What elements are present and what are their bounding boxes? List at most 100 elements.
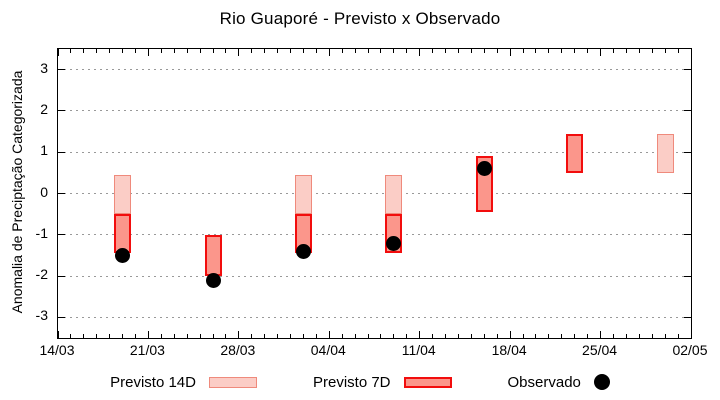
x-minor-tick <box>457 49 459 53</box>
x-minor-tick <box>664 334 666 338</box>
x-minor-tick <box>186 49 188 53</box>
x-minor-tick <box>302 49 304 53</box>
y-tick <box>684 193 691 194</box>
x-tick-label: 25/04 <box>582 342 618 358</box>
x-minor-tick <box>638 49 640 53</box>
x-minor-tick <box>341 49 343 53</box>
y-tick <box>684 151 691 153</box>
bar-previsto-14d <box>294 174 312 215</box>
legend-label: Observado <box>507 373 581 391</box>
x-tick-label: 14/03 <box>39 342 75 358</box>
x-minor-tick <box>122 334 124 338</box>
y-tick <box>684 234 691 236</box>
x-minor-tick <box>83 334 85 338</box>
x-minor-tick <box>277 49 279 53</box>
x-tick-label: 02/05 <box>672 342 708 358</box>
x-minor-tick <box>483 49 485 53</box>
x-minor-tick <box>277 334 279 338</box>
x-minor-tick <box>677 334 679 338</box>
x-major-tick <box>238 331 240 338</box>
x-minor-tick <box>341 334 343 338</box>
y-tick <box>58 151 65 153</box>
chart-title: Rio Guaporé - Previsto x Observado <box>219 9 501 28</box>
x-minor-tick <box>225 49 227 53</box>
x-major-tick <box>419 331 421 338</box>
observado-dot <box>115 247 131 263</box>
x-major-tick <box>328 331 330 338</box>
gridline <box>58 316 691 318</box>
x-minor-tick <box>393 49 395 53</box>
x-minor-tick <box>393 334 395 338</box>
x-tick-label: 28/03 <box>220 342 256 358</box>
x-minor-tick <box>135 49 136 53</box>
observado-dot <box>295 243 311 259</box>
x-minor-tick <box>173 49 175 53</box>
gridline <box>58 193 691 194</box>
x-minor-tick <box>548 334 550 338</box>
x-minor-tick <box>186 334 188 338</box>
x-minor-tick <box>457 334 459 338</box>
y-tick <box>684 316 691 318</box>
plot-area <box>57 48 692 339</box>
x-minor-tick <box>96 334 98 338</box>
observado-dot <box>205 272 221 288</box>
gridline <box>58 110 691 112</box>
x-minor-tick <box>470 334 472 338</box>
x-minor-tick <box>574 334 576 338</box>
gridline <box>58 234 691 236</box>
x-minor-tick <box>83 49 85 53</box>
x-minor-tick <box>302 334 304 338</box>
x-minor-tick <box>173 334 175 338</box>
y-tick <box>684 275 691 277</box>
x-minor-tick <box>135 334 136 338</box>
x-major-tick <box>57 49 59 56</box>
x-minor-tick <box>561 49 563 53</box>
y-tick-label: 0 <box>40 183 48 200</box>
gridline <box>58 151 691 153</box>
x-minor-tick <box>406 49 408 53</box>
y-tick <box>58 193 65 194</box>
x-tick-label: 21/03 <box>129 342 165 358</box>
x-major-tick <box>238 49 240 56</box>
x-major-tick <box>600 49 602 56</box>
x-minor-tick <box>625 49 627 53</box>
x-minor-tick <box>122 49 124 53</box>
x-minor-tick <box>225 334 227 338</box>
x-minor-tick <box>483 334 485 338</box>
x-major-tick <box>509 331 511 338</box>
bar-previsto-14d <box>114 174 132 215</box>
x-minor-tick <box>677 49 679 53</box>
x-minor-tick <box>574 49 576 53</box>
gridline <box>58 69 691 71</box>
x-minor-tick <box>651 49 653 53</box>
x-minor-tick <box>587 334 589 338</box>
legend-previsto-7d-swatch <box>403 376 452 388</box>
legend-label: Previsto 14D <box>110 373 196 391</box>
x-minor-tick <box>251 49 253 53</box>
y-tick <box>58 234 65 236</box>
bar-previsto-14d <box>656 133 674 173</box>
x-minor-tick <box>264 49 266 53</box>
x-minor-tick <box>70 49 72 53</box>
x-minor-tick <box>380 49 382 53</box>
x-minor-tick <box>354 334 356 338</box>
legend-item-previsto-7d: Previsto 7D <box>313 374 452 391</box>
x-tick-label: 11/04 <box>401 342 436 358</box>
x-minor-tick <box>522 334 524 338</box>
x-minor-tick <box>612 49 614 53</box>
x-minor-tick <box>445 49 447 53</box>
x-minor-tick <box>290 49 292 53</box>
x-tick-label: 18/04 <box>491 342 527 358</box>
y-tick-label: -3 <box>35 307 48 324</box>
x-major-tick <box>328 49 330 56</box>
x-minor-tick <box>264 334 266 338</box>
legend-item-observado: Observado <box>508 374 610 391</box>
y-tick-label: -2 <box>35 266 48 283</box>
x-major-tick <box>147 49 149 56</box>
x-minor-tick <box>160 49 162 53</box>
x-minor-tick <box>535 334 537 338</box>
x-major-tick <box>600 331 602 338</box>
y-tick <box>684 69 691 71</box>
x-minor-tick <box>587 49 589 53</box>
